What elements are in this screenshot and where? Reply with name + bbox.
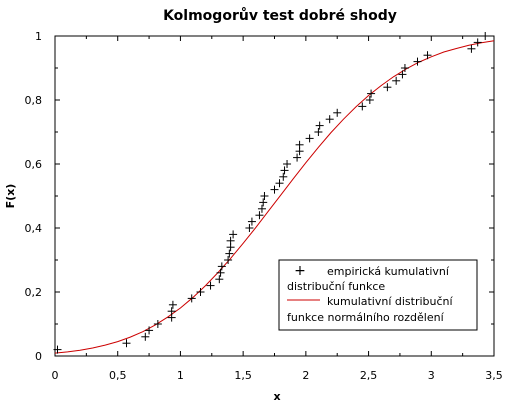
empirical-point <box>168 307 176 315</box>
x-tick-label: 2 <box>302 369 309 382</box>
y-axis-title: F(x) <box>4 184 17 209</box>
empirical-point <box>122 339 130 347</box>
y-tick-label: 1 <box>35 30 42 43</box>
legend-entry-normal-line2: funkce normálního rozdělení <box>287 311 445 324</box>
empirical-point <box>276 179 284 187</box>
empirical-point <box>224 256 232 264</box>
legend-symbol-plus: + <box>294 263 306 279</box>
empirical-point <box>279 173 287 181</box>
empirical-point <box>383 83 391 91</box>
y-tick-label: 0,2 <box>25 286 43 299</box>
empirical-point <box>333 109 341 117</box>
x-tick-label: 3 <box>428 369 435 382</box>
legend-entry-normal-line1: kumulativní distribuční <box>327 295 454 308</box>
empirical-point <box>196 288 204 296</box>
empirical-point <box>392 77 400 85</box>
x-tick-label: 1,5 <box>234 369 252 382</box>
empirical-point <box>217 269 225 277</box>
legend-entry-empirical-line2: distribuční funkce <box>287 280 385 293</box>
empirical-point <box>141 333 149 341</box>
x-tick-label: 3,5 <box>485 369 503 382</box>
x-tick-label: 1 <box>177 369 184 382</box>
empirical-point <box>326 115 334 123</box>
empirical-point <box>218 262 226 270</box>
x-tick-label: 0,5 <box>109 369 127 382</box>
empirical-point <box>474 38 482 46</box>
empirical-point <box>316 122 324 130</box>
y-tick-label: 0 <box>35 350 42 363</box>
empirical-point <box>467 45 475 53</box>
y-tick-label: 0,6 <box>25 158 43 171</box>
empirical-point <box>296 141 304 149</box>
legend: + empirická kumulativní distribuční funk… <box>279 260 477 330</box>
empirical-point <box>145 326 153 334</box>
empirical-point <box>169 301 177 309</box>
empirical-point <box>314 128 322 136</box>
empirical-point <box>271 186 279 194</box>
empirical-point <box>424 51 432 59</box>
x-tick-label: 0 <box>52 369 59 382</box>
empirical-point <box>260 192 268 200</box>
empirical-point <box>215 275 223 283</box>
y-tick-label: 0,4 <box>25 222 43 235</box>
x-tick-label: 2,5 <box>360 369 378 382</box>
empirical-point <box>259 198 267 206</box>
chart-title: Kolmogorův test dobré shody <box>163 7 397 24</box>
legend-entry-empirical-line1: empirická kumulativní <box>327 265 450 278</box>
y-tick-label: 0,8 <box>25 94 43 107</box>
empirical-point <box>306 134 314 142</box>
empirical-point <box>481 32 489 40</box>
x-axis-title: x <box>273 390 280 403</box>
